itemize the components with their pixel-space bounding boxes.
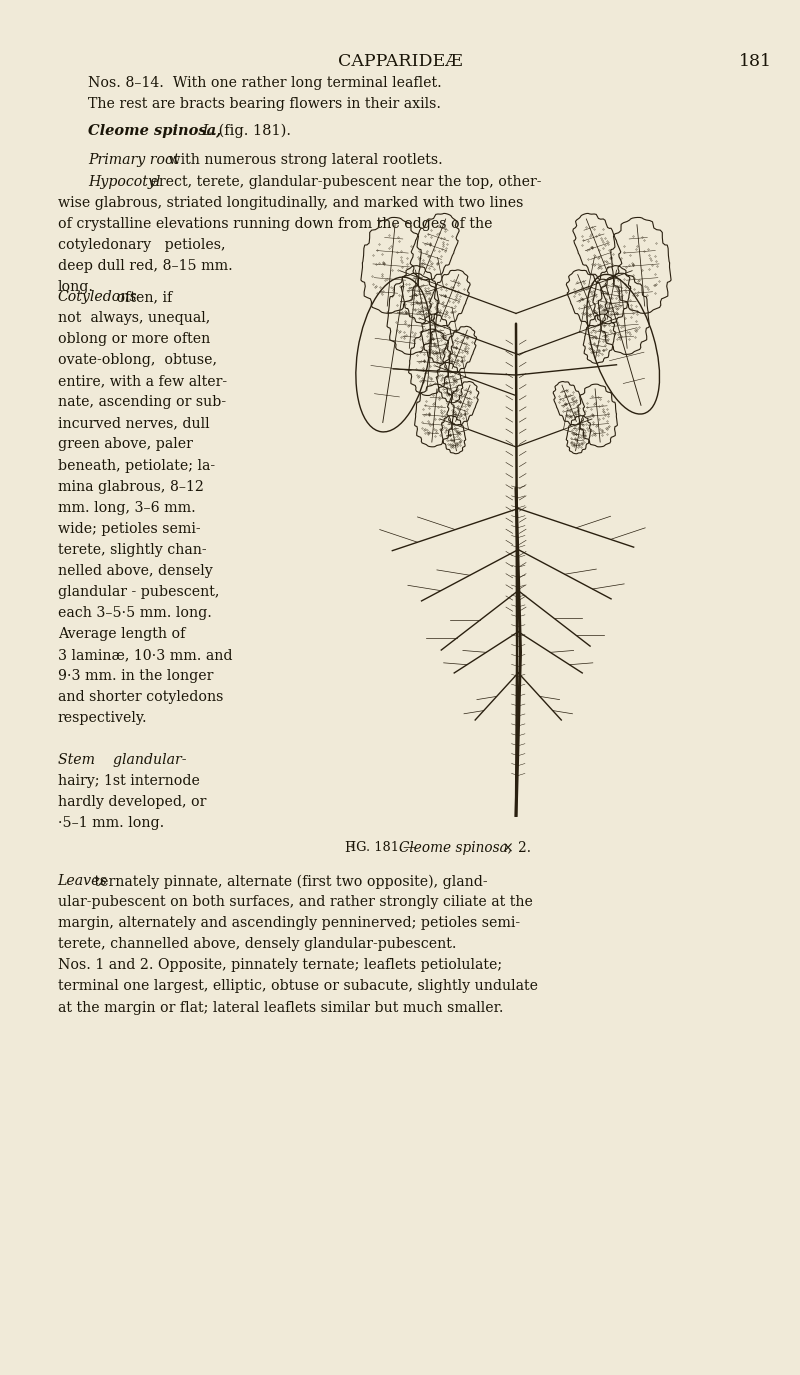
Text: (fig. 181).: (fig. 181). [214, 124, 291, 139]
Text: Cleome spinosa,: Cleome spinosa, [88, 124, 222, 138]
Text: terete, slightly chan-: terete, slightly chan- [58, 543, 206, 557]
Text: beneath, petiolate; la-: beneath, petiolate; la- [58, 458, 214, 473]
Text: Nos. 8–14.  With one rather long terminal leaflet.: Nos. 8–14. With one rather long terminal… [88, 76, 442, 89]
Text: and shorter cotyledons: and shorter cotyledons [58, 690, 223, 704]
Text: cotyledonary   petioles,: cotyledonary petioles, [58, 238, 225, 252]
Text: glandular - pubescent,: glandular - pubescent, [58, 584, 219, 598]
Text: respectively.: respectively. [58, 711, 147, 725]
Text: Hypocotyl: Hypocotyl [88, 175, 160, 188]
Text: deep dull red, 8–15 mm.: deep dull red, 8–15 mm. [58, 258, 232, 272]
Text: oblong or more often: oblong or more often [58, 333, 210, 346]
Text: L.: L. [198, 124, 218, 138]
Text: nate, ascending or sub-: nate, ascending or sub- [58, 396, 226, 410]
Text: Leaves: Leaves [58, 874, 107, 888]
Text: hairy; 1st internode: hairy; 1st internode [58, 774, 199, 788]
Text: × 2.: × 2. [498, 842, 531, 855]
Text: 181: 181 [739, 54, 772, 70]
Text: 9·3 mm. in the longer: 9·3 mm. in the longer [58, 668, 213, 683]
Text: Nos. 1 and 2. Opposite, pinnately ternate; leaflets petiolulate;: Nos. 1 and 2. Opposite, pinnately ternat… [58, 958, 502, 972]
Text: hardly developed, or: hardly developed, or [58, 795, 206, 808]
Text: not  always, unequal,: not always, unequal, [58, 311, 210, 326]
Text: with numerous strong lateral rootlets.: with numerous strong lateral rootlets. [164, 154, 442, 168]
Text: Stem    glandular-: Stem glandular- [58, 754, 186, 767]
Text: CAPPARIDEÆ: CAPPARIDEÆ [338, 54, 462, 70]
Text: each 3–5·5 mm. long.: each 3–5·5 mm. long. [58, 606, 211, 620]
Text: green above, paler: green above, paler [58, 437, 193, 451]
Text: ular-pubescent on both surfaces, and rather strongly ciliate at the: ular-pubescent on both surfaces, and rat… [58, 895, 533, 909]
Text: at the margin or flat; lateral leaflets similar but much smaller.: at the margin or flat; lateral leaflets … [58, 1001, 503, 1015]
Text: long.: long. [58, 279, 94, 294]
Text: IG. 181.—: IG. 181.— [351, 842, 416, 854]
Text: ternately pinnate, alternate (first two opposite), gland-: ternately pinnate, alternate (first two … [90, 874, 488, 888]
Text: often, if: often, if [112, 290, 172, 304]
Text: terminal one largest, elliptic, obtuse or subacute, slightly undulate: terminal one largest, elliptic, obtuse o… [58, 979, 538, 994]
Text: wide; petioles semi-: wide; petioles semi- [58, 521, 200, 536]
Text: entire, with a few alter-: entire, with a few alter- [58, 374, 226, 388]
Text: of crystalline elevations running down from the edges of the: of crystalline elevations running down f… [58, 217, 492, 231]
Text: ovate-oblong,  obtuse,: ovate-oblong, obtuse, [58, 353, 217, 367]
Text: margin, alternately and ascendingly penninerved; petioles semi-: margin, alternately and ascendingly penn… [58, 916, 520, 931]
Text: mm. long, 3–6 mm.: mm. long, 3–6 mm. [58, 500, 195, 514]
Text: erect, terete, glandular-pubescent near the top, other-: erect, terete, glandular-pubescent near … [146, 175, 542, 188]
Text: Average length of: Average length of [58, 627, 185, 641]
Text: Cotyledons: Cotyledons [58, 290, 138, 304]
Text: nelled above, densely: nelled above, densely [58, 564, 212, 578]
Text: 3 laminæ, 10·3 mm. and: 3 laminæ, 10·3 mm. and [58, 648, 232, 661]
Text: F: F [345, 842, 354, 855]
Text: wise glabrous, striated longitudinally, and marked with two lines: wise glabrous, striated longitudinally, … [58, 195, 523, 209]
Text: Primary root: Primary root [88, 154, 179, 168]
Text: mina glabrous, 8–12: mina glabrous, 8–12 [58, 480, 203, 494]
Text: Cleome spinosa,: Cleome spinosa, [399, 842, 512, 855]
Text: terete, channelled above, densely glandular-pubescent.: terete, channelled above, densely glandu… [58, 938, 456, 952]
Text: ·5–1 mm. long.: ·5–1 mm. long. [58, 817, 164, 830]
Text: The rest are bracts bearing flowers in their axils.: The rest are bracts bearing flowers in t… [88, 96, 441, 110]
Text: incurved nerves, dull: incurved nerves, dull [58, 417, 210, 430]
